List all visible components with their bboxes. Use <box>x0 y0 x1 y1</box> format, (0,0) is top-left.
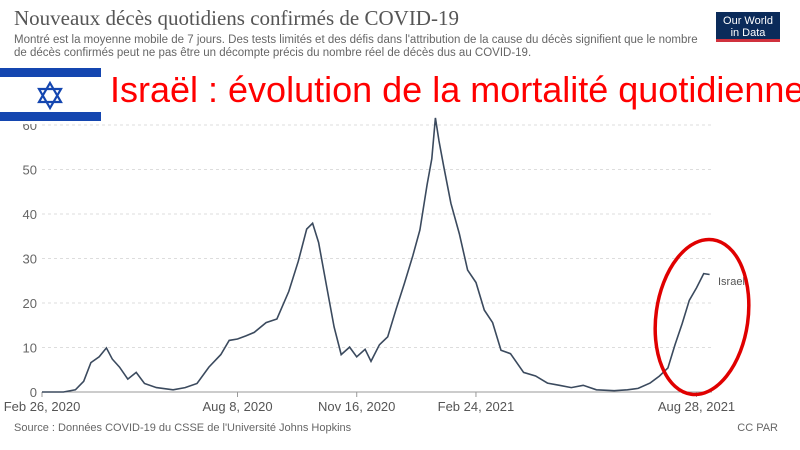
y-tick-label: 20 <box>23 296 37 311</box>
overlay-title: Israël : évolution de la mortalité quoti… <box>108 66 800 116</box>
y-tick-label: 0 <box>30 385 37 400</box>
y-tick-label: 30 <box>23 252 37 267</box>
logo-line-2: in Data <box>730 27 766 39</box>
y-tick-label: 40 <box>23 207 37 222</box>
series-label-israel: Israel <box>718 276 745 288</box>
series-line-israel <box>42 117 710 393</box>
chart-title: Nouveaux décès quotidiens confirmés de C… <box>14 6 459 30</box>
x-tick-label: Feb 26, 2020 <box>4 399 81 414</box>
logo-line-1: Our World <box>723 15 773 27</box>
source-note[interactable]: Source : Données COVID-19 du CSSE de l'U… <box>14 422 352 434</box>
x-tick-label: Nov 16, 2020 <box>318 399 395 414</box>
highlight-circle <box>653 237 751 397</box>
israel-flag-icon <box>0 64 101 124</box>
chart-grid <box>42 124 712 393</box>
x-tick-label: Aug 28, 2021 <box>658 399 735 414</box>
y-tick-label: 10 <box>23 341 37 356</box>
owid-logo[interactable]: Our World in Data <box>716 12 780 42</box>
x-tick-label: Feb 24, 2021 <box>438 399 515 414</box>
x-axis-ticks: Feb 26, 2020 Aug 8, 2020 Nov 16, 2020 Feb 2… <box>4 392 735 414</box>
y-tick-label: 50 <box>23 163 37 178</box>
chart-subtitle: Montré est la moyenne mobile de 7 jours.… <box>14 34 698 59</box>
license-link[interactable]: CC PAR <box>737 422 778 434</box>
x-tick-label: Aug 8, 2020 <box>202 399 272 414</box>
